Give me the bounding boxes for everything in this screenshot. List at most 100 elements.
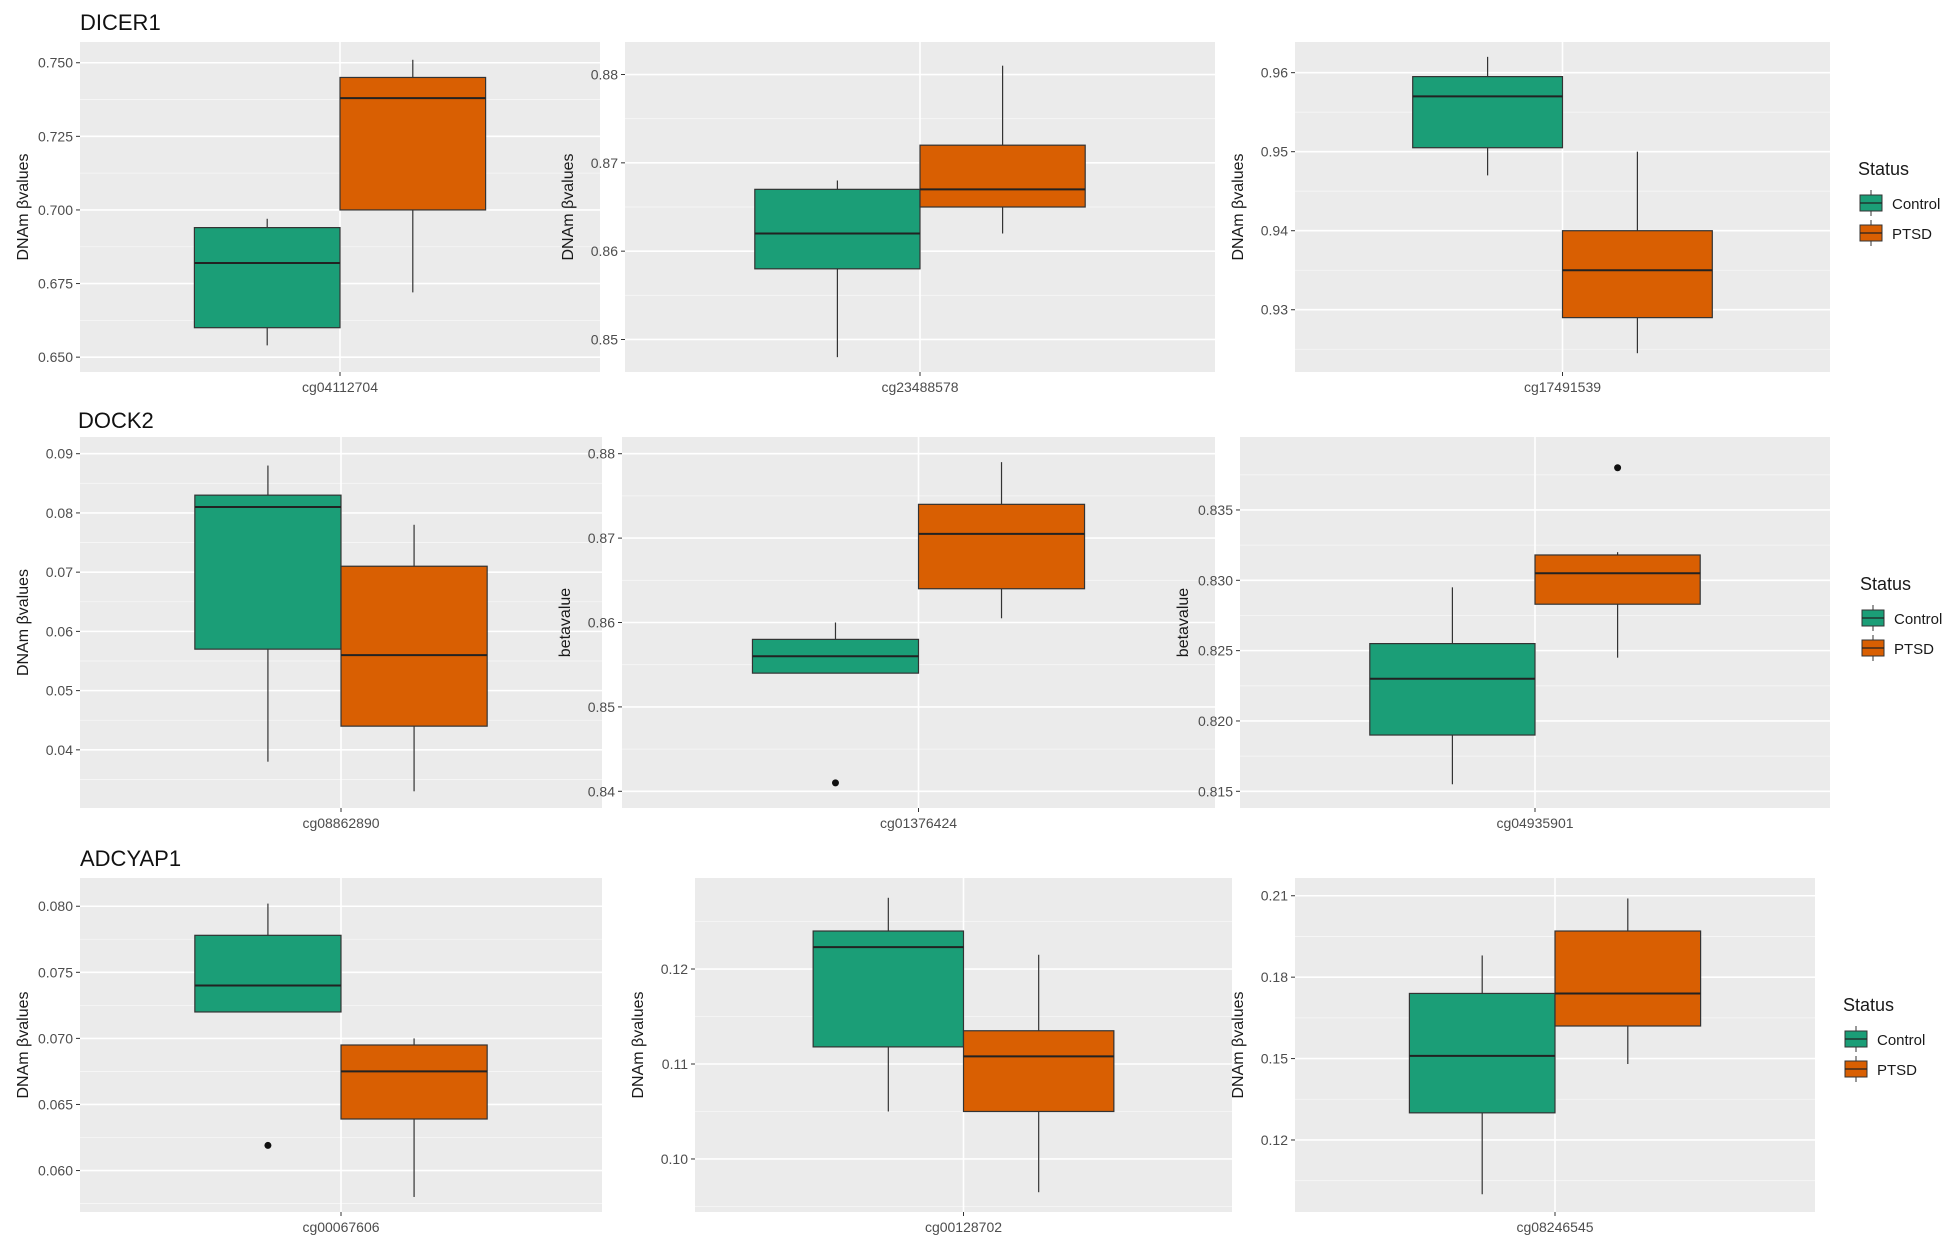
y-tick-label: 0.18 — [1261, 969, 1288, 985]
y-tick-label: 0.86 — [591, 243, 618, 259]
y-tick-label: 0.94 — [1261, 223, 1288, 239]
legend-label-ptsd: PTSD — [1877, 1062, 1917, 1079]
legend-label-control: Control — [1894, 611, 1942, 628]
y-axis-title: DNAm βvalues — [15, 153, 32, 260]
y-tick-label: 0.725 — [38, 128, 73, 144]
y-axis-title: DNAm βvalues — [1230, 991, 1247, 1098]
x-tick-label: cg08862890 — [302, 815, 379, 831]
legend-label-control: Control — [1877, 1032, 1925, 1049]
ptsd-box — [962, 1030, 1115, 1113]
ptsd-outlier-point — [1614, 464, 1622, 472]
control-box — [194, 934, 342, 1013]
y-tick-label: 0.85 — [588, 699, 615, 715]
panel-cg04112704: 0.650 0.675 0.700 0.725 0.750 cg04112704 DNAm … — [15, 42, 600, 395]
x-tick-label: cg01376424 — [880, 815, 957, 831]
y-tick-label: 0.750 — [38, 55, 73, 71]
control-box — [1408, 992, 1556, 1114]
legend: Status Control PTSD — [1843, 995, 1925, 1082]
y-tick-label: 0.835 — [1198, 502, 1233, 518]
ptsd-box — [1554, 930, 1702, 1027]
y-tick-label: 0.10 — [661, 1151, 688, 1167]
y-tick-label: 0.93 — [1261, 302, 1288, 318]
control-box — [194, 494, 342, 650]
ptsd-box — [1561, 230, 1713, 319]
ptsd-box — [919, 144, 1086, 208]
y-tick-label: 0.12 — [1261, 1132, 1288, 1148]
y-tick-label: 0.060 — [38, 1163, 73, 1179]
y-tick-label: 0.09 — [46, 446, 73, 462]
panel-cg00128702: 0.10 0.11 0.12 cg00128702 DNAm βvalues — [630, 878, 1232, 1235]
control-box — [1412, 76, 1564, 149]
y-tick-label: 0.815 — [1198, 783, 1233, 799]
panel-cg08862890: 0.04 0.05 0.06 0.07 0.08 0.09 cg08862890 DNAm β… — [15, 437, 602, 831]
ptsd-box — [340, 1044, 488, 1120]
x-tick-label: cg23488578 — [881, 379, 958, 395]
y-tick-label: 0.04 — [46, 742, 73, 758]
y-tick-label: 0.88 — [588, 446, 615, 462]
x-tick-label: cg00067606 — [302, 1219, 379, 1235]
y-tick-label: 0.96 — [1261, 65, 1288, 81]
control-box — [754, 188, 921, 270]
y-axis-title: betavalue — [557, 588, 574, 657]
control-box — [812, 930, 965, 1048]
legend-title: Status — [1858, 159, 1909, 179]
y-tick-label: 0.700 — [38, 202, 73, 218]
legend: Status Control PTSD — [1858, 159, 1940, 246]
ptsd-box — [339, 76, 487, 211]
y-tick-label: 0.075 — [38, 964, 73, 980]
y-tick-label: 0.21 — [1261, 888, 1288, 904]
ptsd-box — [917, 503, 1086, 590]
y-tick-label: 0.05 — [46, 683, 73, 699]
panel-cg17491539: 0.93 0.94 0.95 0.96 cg17491539 DNAm βvalues — [1230, 42, 1830, 395]
y-tick-label: 0.11 — [662, 1056, 688, 1072]
legend-label-control: Control — [1892, 196, 1940, 213]
x-tick-label: cg17491539 — [1524, 379, 1601, 395]
y-axis-title: DNAm βvalues — [15, 569, 32, 676]
y-tick-label: 0.830 — [1198, 572, 1233, 588]
panel-cg08246545: 0.12 0.15 0.18 0.21 cg08246545 DNAm βvalues — [1230, 878, 1815, 1235]
y-tick-label: 0.07 — [46, 564, 73, 580]
legend-label-ptsd: PTSD — [1892, 226, 1932, 243]
legend-title: Status — [1860, 574, 1911, 594]
control-box — [193, 227, 341, 329]
y-tick-label: 0.065 — [38, 1096, 73, 1112]
panel-cg04935901: 0.815 0.820 0.825 0.830 0.835 cg04935901 betav… — [1175, 437, 1830, 831]
legend-label-ptsd: PTSD — [1894, 641, 1934, 658]
y-tick-label: 0.080 — [38, 898, 73, 914]
y-tick-label: 0.675 — [38, 276, 73, 292]
y-tick-label: 0.12 — [661, 961, 688, 977]
y-tick-label: 0.15 — [1261, 1051, 1288, 1067]
control-box — [1369, 643, 1536, 736]
y-tick-label: 0.070 — [38, 1030, 73, 1046]
x-tick-label: cg00128702 — [925, 1219, 1002, 1235]
x-tick-label: cg04112704 — [302, 379, 378, 395]
y-axis-title: DNAm βvalues — [15, 991, 32, 1098]
y-tick-label: 0.825 — [1198, 643, 1233, 659]
control-outlier-point — [264, 1141, 272, 1149]
legend: Status Control PTSD — [1860, 574, 1942, 661]
y-tick-label: 0.650 — [38, 349, 73, 365]
gene-label-dicer1: DICER1 — [80, 10, 161, 35]
gene-label-dock2: DOCK2 — [78, 408, 154, 433]
y-tick-label: 0.84 — [588, 783, 615, 799]
panel-cg23488578: 0.85 0.86 0.87 0.88 cg23488578 DNAm βvalues — [560, 42, 1215, 395]
y-tick-label: 0.08 — [46, 505, 73, 521]
panel-cg00067606: 0.060 0.065 0.070 0.075 0.080 cg00067606 DNAm … — [15, 878, 602, 1235]
y-tick-label: 0.85 — [591, 331, 618, 347]
y-tick-label: 0.87 — [591, 155, 618, 171]
y-axis-title: betavalue — [1175, 588, 1192, 657]
y-axis-title: DNAm βvalues — [1230, 153, 1247, 260]
y-tick-label: 0.87 — [588, 530, 615, 546]
legend-title: Status — [1843, 995, 1894, 1015]
y-tick-label: 0.820 — [1198, 713, 1233, 729]
ptsd-box — [1534, 554, 1701, 605]
ptsd-box — [340, 565, 488, 727]
y-tick-label: 0.88 — [591, 67, 618, 83]
y-tick-label: 0.95 — [1261, 144, 1288, 160]
x-tick-label: cg08246545 — [1516, 1219, 1593, 1235]
y-tick-label: 0.06 — [46, 623, 73, 639]
x-tick-label: cg04935901 — [1496, 815, 1573, 831]
y-axis-title: DNAm βvalues — [630, 991, 647, 1098]
y-tick-label: 0.86 — [588, 615, 615, 631]
